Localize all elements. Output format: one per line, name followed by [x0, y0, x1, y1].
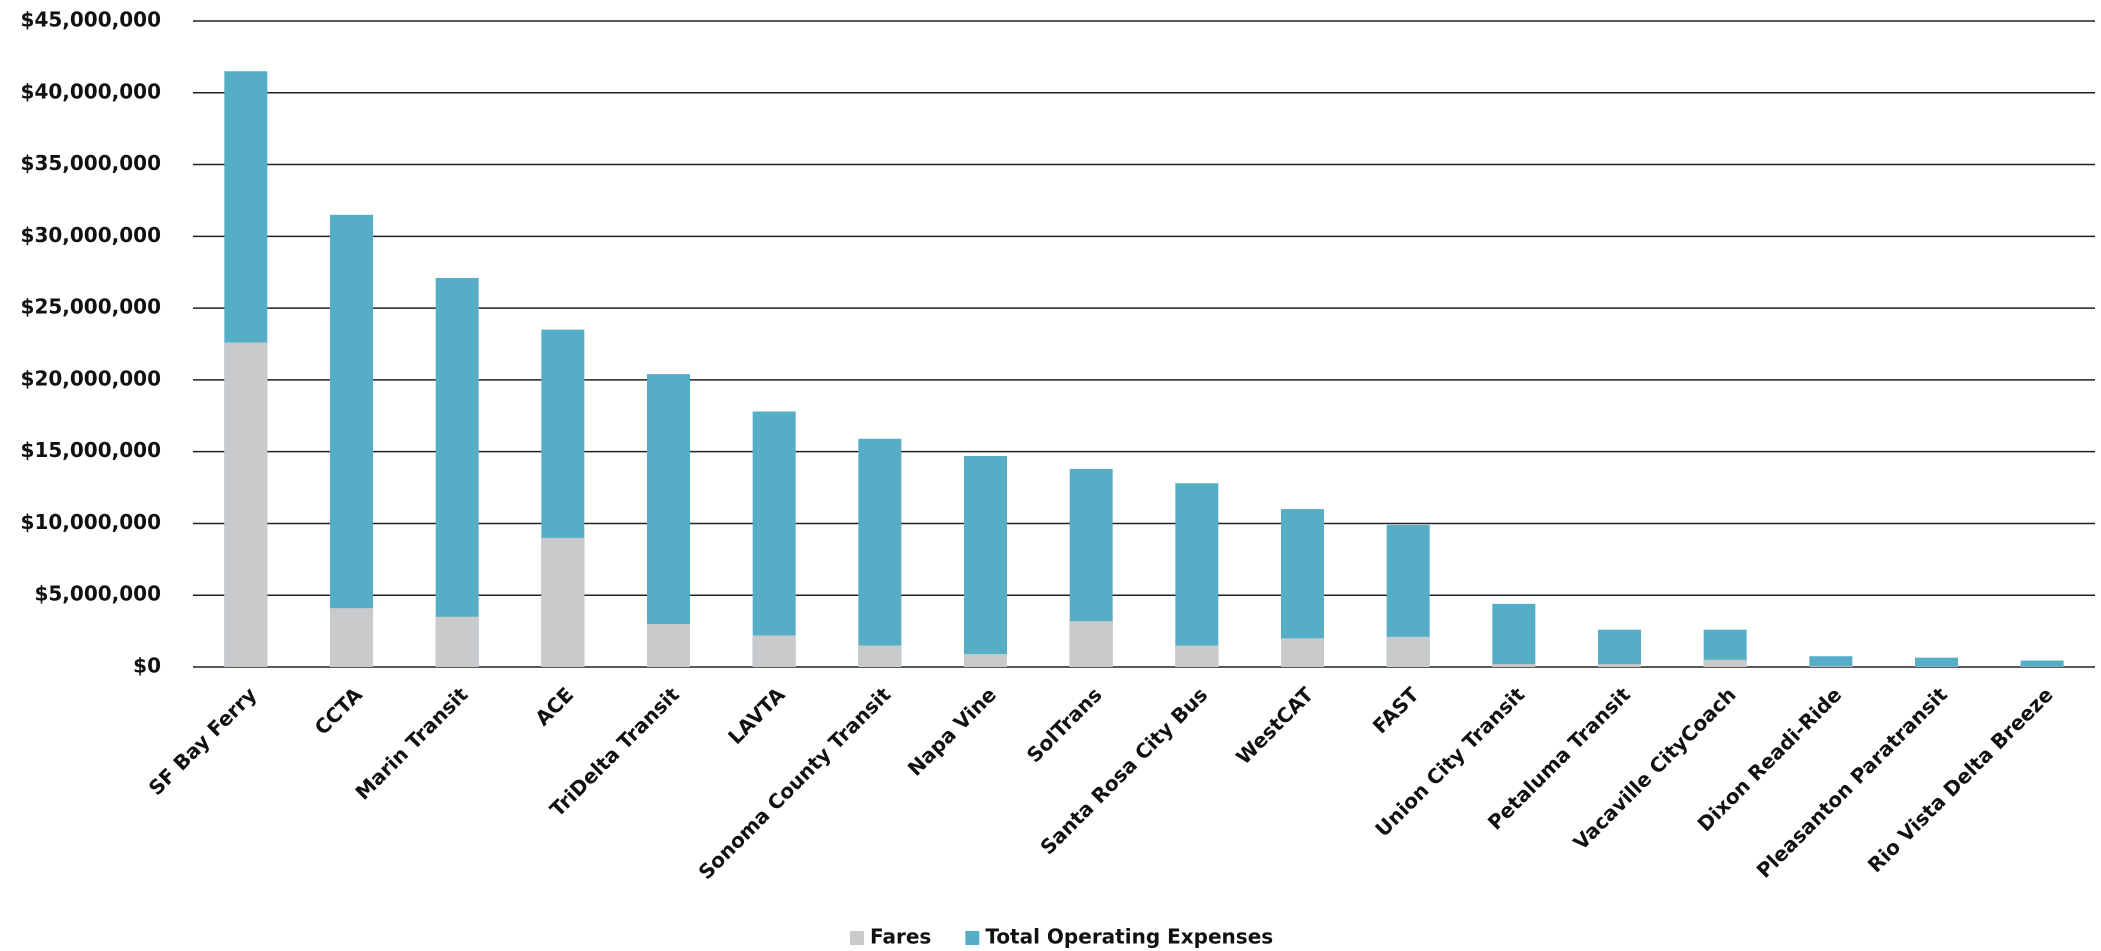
bar [1598, 664, 1641, 667]
bar [435, 616, 479, 667]
bar [541, 537, 585, 667]
x-tick-label: CCTA [310, 682, 368, 740]
y-tick-label: $35,000,000 [21, 151, 161, 175]
bar [964, 654, 1007, 667]
x-tick-label: Napa Vine [903, 682, 1001, 780]
bar [858, 438, 902, 667]
bar [752, 635, 796, 667]
legend-swatch [965, 931, 980, 945]
x-tick-label: Sonoma County Transit [694, 682, 896, 884]
bar [1915, 657, 1958, 667]
bar [647, 623, 690, 667]
bar [2020, 660, 2064, 667]
y-tick-label: $45,000,000 [21, 8, 161, 32]
bar [1492, 603, 1536, 667]
x-tick-label: FAST [1368, 682, 1424, 738]
bar [1175, 645, 1219, 667]
bar [1492, 664, 1536, 667]
x-tick-label: SolTrans [1022, 682, 1107, 767]
y-tick-label: $5,000,000 [34, 582, 161, 606]
y-tick-label: $20,000,000 [21, 366, 161, 390]
bar [1703, 659, 1747, 667]
bar [1175, 483, 1219, 667]
bar [647, 374, 690, 667]
x-tick-label: WestCAT [1231, 682, 1318, 769]
legend-label: Total Operating Expenses [985, 925, 1273, 949]
bar [1598, 629, 1641, 667]
bar [858, 645, 902, 667]
y-tick-label: $30,000,000 [21, 223, 161, 247]
bar [224, 342, 268, 667]
x-tick-label: Rio Vista Delta Breeze [1863, 682, 2058, 877]
y-tick-label: $40,000,000 [21, 79, 161, 103]
y-tick-label: $10,000,000 [21, 510, 161, 534]
legend-swatch [850, 931, 864, 945]
bar [1281, 638, 1324, 667]
bar [330, 214, 373, 668]
x-tick-label: LAVTA [723, 682, 790, 749]
bar [1069, 621, 1113, 667]
x-tick-label: ACE [530, 682, 578, 730]
y-tick-label: $25,000,000 [21, 295, 161, 319]
bar [435, 277, 479, 667]
x-tick-label: Pleasanton Paratransit [1752, 682, 1953, 883]
y-tick-label: $15,000,000 [21, 438, 161, 462]
x-tick-label: SF Bay Ferry [144, 682, 262, 800]
y-tick-label: $0 [133, 654, 161, 678]
bar [1386, 636, 1430, 667]
bar [330, 608, 373, 667]
bar [1809, 666, 1853, 667]
bar [752, 411, 796, 667]
bar [1809, 656, 1853, 667]
x-tick-label: Marin Transit [350, 682, 472, 804]
bar [964, 455, 1007, 667]
legend-label: Fares [870, 925, 931, 949]
